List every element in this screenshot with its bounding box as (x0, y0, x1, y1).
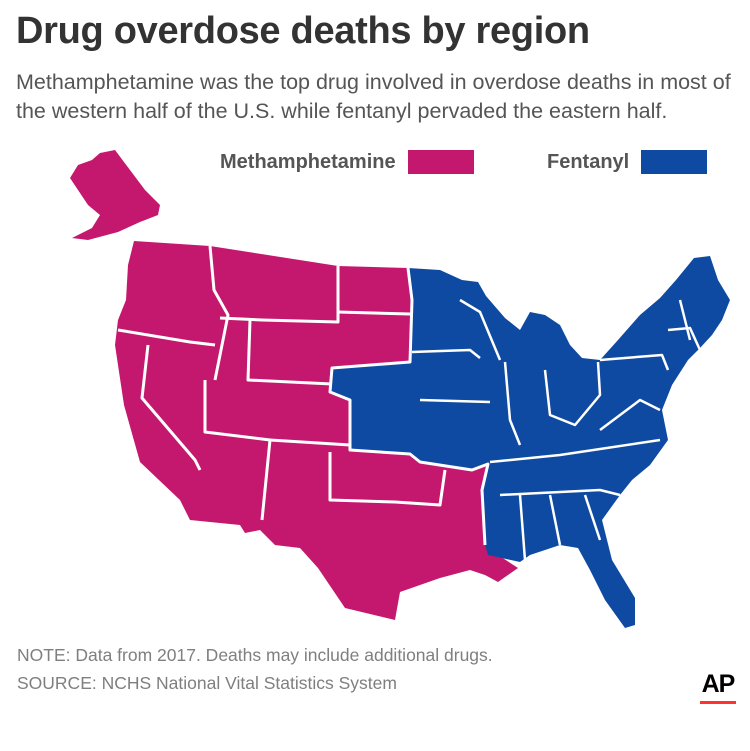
boundary-wi-il (459, 298, 502, 361)
boundary-mn-ia (411, 348, 481, 359)
boundary-new-england (667, 299, 702, 351)
boundary-nv-ut (140, 344, 202, 471)
boundary-ms-al-ga (518, 494, 602, 561)
state-alaska (70, 150, 160, 240)
boundary-ut-az (203, 380, 272, 521)
boundary-dakotas (337, 310, 411, 316)
legend-fentanyl: Fentanyl (547, 150, 708, 174)
page-subtitle: Methamphetamine was the top drug involve… (16, 70, 731, 123)
boundary-ky-tn (489, 438, 661, 464)
boundary-ok-tx (328, 452, 447, 507)
boundary-or-ca (117, 328, 216, 347)
eastern-boundaries (411, 298, 702, 561)
boundary-il-in (503, 361, 522, 446)
page-title: Drug overdose deaths by region (16, 10, 590, 52)
boundary-oh (543, 361, 602, 427)
boundary-va-nc (599, 398, 661, 431)
fentanyl-region (330, 256, 730, 628)
boundary-pa-ny (599, 353, 670, 371)
legend-methamphetamine-swatch (407, 150, 474, 174)
ap-logo-bar (700, 701, 736, 704)
boundary-co-nm (269, 438, 351, 447)
legend-methamphetamine-label: Methamphetamine (220, 150, 396, 173)
eastern-states (330, 256, 730, 628)
legend-fentanyl-swatch (641, 150, 708, 174)
western-states (115, 241, 518, 620)
legend-fentanyl-label: Fentanyl (547, 150, 630, 173)
note-text: NOTE: Data from 2017. Deaths may include… (17, 645, 493, 665)
state-boundaries (117, 245, 490, 546)
boundary-tn-south (499, 488, 621, 497)
boundary-wy-co (246, 319, 333, 386)
region-divider (328, 267, 490, 546)
boundary-id (208, 245, 230, 381)
ap-logo: AP (696, 670, 740, 704)
legend-methamphetamine: Methamphetamine (220, 150, 474, 174)
boundary-mt-wy (219, 266, 340, 324)
boundary-ia-mo (419, 398, 491, 404)
ap-logo-text: AP (701, 670, 736, 698)
source-text: SOURCE: NCHS National Vital Statistics S… (17, 673, 397, 693)
